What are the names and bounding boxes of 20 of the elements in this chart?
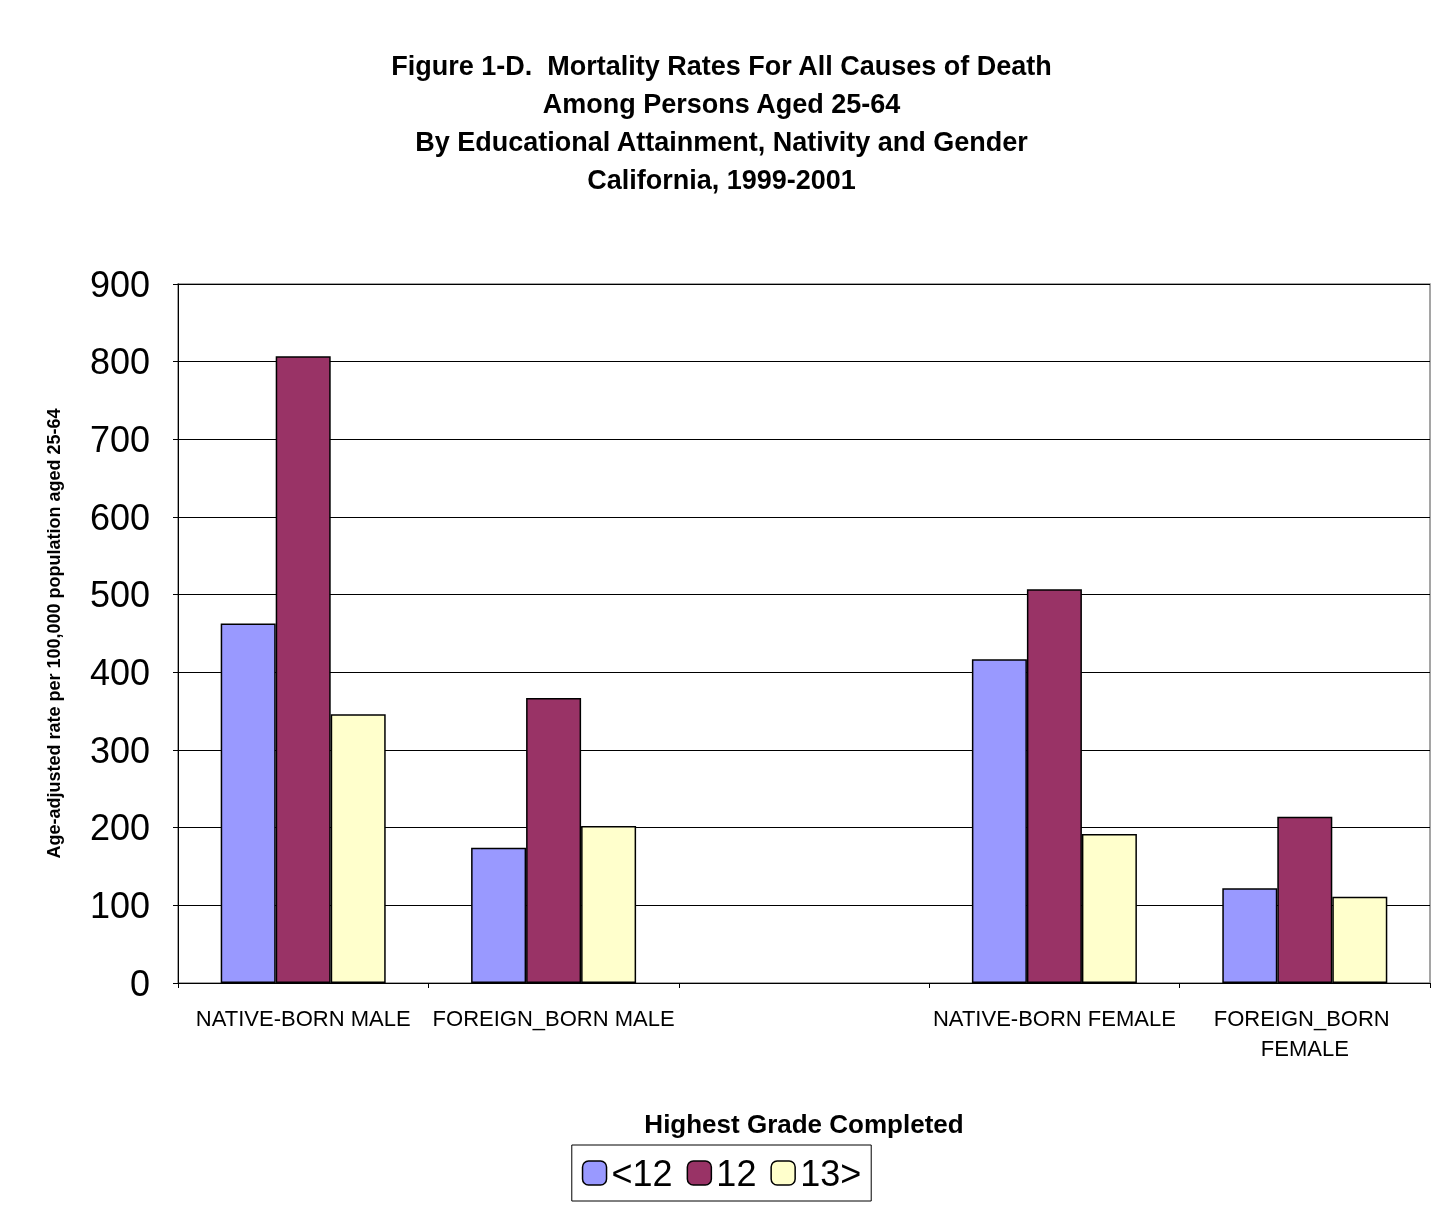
y-tick-label: 200 (89, 807, 150, 849)
y-tick-label: 500 (89, 574, 150, 616)
y-tick-label: 600 (89, 496, 150, 538)
x-tick-label: FOREIGN_BORN FEMALE (1213, 1005, 1396, 1061)
x-axis-title: Highest Grade Completed (644, 1109, 964, 1139)
x-tick-label: FOREIGN_BORN MALE (432, 1005, 675, 1031)
legend-label: 12 (716, 1152, 757, 1194)
y-tick-label: 900 (89, 263, 150, 305)
y-tick-label: 100 (89, 884, 150, 926)
legend-label: 13> (800, 1152, 862, 1194)
chart-title: Figure 1-D. Mortality Rates For All Causes of Death Among Persons Aged 25-64 By Educational Attainment, Nativity and Gender California, 1999-2001 (391, 51, 1052, 195)
y-axis-title: Age-adjusted rate per 100,000 population aged 25-64 (44, 408, 64, 859)
y-tick-label: 700 (89, 418, 150, 460)
y-tick-label: 400 (89, 651, 150, 693)
x-tick-label: NATIVE-BORN FEMALE (932, 1005, 1176, 1031)
y-tick-label: 300 (89, 729, 150, 771)
y-tick-label: 0 (129, 962, 150, 1004)
legend-label: <12 (611, 1152, 673, 1194)
x-tick-label: NATIVE-BORN MALE (195, 1005, 411, 1031)
y-tick-label: 800 (89, 341, 150, 383)
